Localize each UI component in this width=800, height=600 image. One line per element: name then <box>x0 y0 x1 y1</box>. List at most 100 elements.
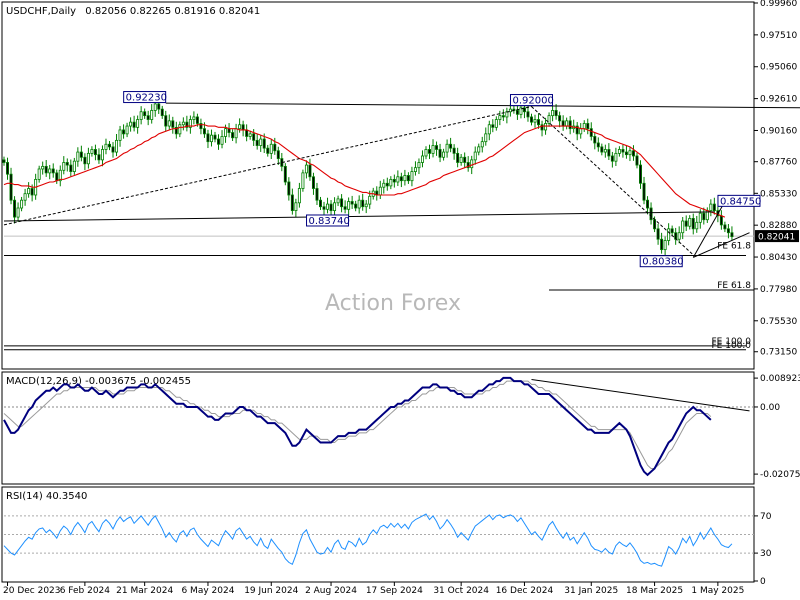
candle-body <box>311 176 315 189</box>
price-tick-label: 0.95060 <box>760 63 797 73</box>
candle-body <box>691 218 695 230</box>
time-tick-label: 31 Jan 2025 <box>564 586 618 596</box>
candle-body <box>445 143 449 153</box>
candle-body <box>20 199 24 209</box>
candle-body <box>684 220 688 227</box>
rsi-tick-label: 0 <box>760 577 766 587</box>
candle-body <box>392 178 396 183</box>
candle-body <box>248 133 252 137</box>
candle-body <box>241 124 245 131</box>
candle-body <box>153 103 157 111</box>
candle-body <box>171 120 175 128</box>
candle-body <box>649 207 653 221</box>
candle-body <box>93 149 97 156</box>
candle-body <box>631 150 635 157</box>
candle-body <box>382 182 386 188</box>
fib-label: FE 61.8 <box>717 241 751 251</box>
candle-body <box>428 149 431 154</box>
symbol-header: USDCHF,Daily <box>6 6 76 17</box>
candle-body <box>364 203 368 208</box>
candle-body <box>730 232 734 238</box>
candle-body <box>287 181 291 196</box>
candle-body <box>435 145 439 150</box>
price-label-box <box>123 91 167 104</box>
macd-main-line <box>3 376 712 477</box>
candle-body <box>72 160 76 172</box>
candle-body <box>185 121 189 128</box>
candle-body <box>9 173 13 201</box>
candle-body <box>515 110 519 115</box>
candle-body <box>449 143 453 149</box>
candle-body <box>290 194 294 212</box>
candle-body <box>294 202 298 212</box>
candle-body <box>442 151 446 158</box>
candle-body <box>617 149 621 154</box>
candle-body <box>301 172 305 189</box>
candle-body <box>167 120 171 127</box>
rsi-layer <box>3 513 733 567</box>
candle-body <box>709 203 713 212</box>
time-tick-label: 18 Mar 2025 <box>626 586 683 596</box>
candle-body <box>111 146 115 153</box>
time-tick-label: 16 Dec 2024 <box>496 586 554 596</box>
rsi-header: RSI(14) 40.3540 <box>6 491 87 502</box>
candle-body <box>27 188 31 195</box>
candle-body <box>213 134 217 140</box>
candle-body <box>308 164 312 178</box>
candle-body <box>283 165 287 183</box>
candle-body <box>579 128 583 135</box>
macd-tick-label: -0.020750 <box>760 470 800 480</box>
time-x-axis: 20 Dec 2023 6 Feb 2024 21 Mar 2024 6 May 20… <box>3 582 744 596</box>
candle-body <box>115 139 119 153</box>
price-tick-label: 0.77980 <box>760 285 797 295</box>
time-tick-label: 21 Mar 2024 <box>116 586 173 596</box>
candle-body <box>146 115 150 120</box>
candle-body <box>13 199 17 218</box>
candle-body <box>164 115 168 127</box>
candle-body <box>188 119 192 128</box>
price-label-text: 0.92230 <box>126 93 167 104</box>
candle-body <box>100 149 104 161</box>
macd-tick-label: 0.008923 <box>760 374 800 384</box>
candle-body <box>259 138 263 146</box>
candle-body <box>403 175 407 182</box>
candle-body <box>463 156 467 163</box>
price-panel-frame <box>1 1 755 370</box>
fib-label: FE 61.8 <box>717 281 751 291</box>
candle-body <box>319 199 322 208</box>
candle-body <box>656 228 660 240</box>
rsi-tick-label: 70 <box>760 512 772 522</box>
candle-body <box>30 188 34 196</box>
candle-body <box>677 232 681 240</box>
candle-body <box>125 125 129 135</box>
candle-body <box>540 124 544 131</box>
candle-body <box>698 212 702 223</box>
candle-body <box>589 128 593 137</box>
candle-body <box>438 149 442 158</box>
candle-body <box>635 155 639 166</box>
macd-y-axis: 0.008923 0.00 -0.020750 <box>4 374 800 480</box>
candle-body <box>329 203 333 212</box>
fib-label: FE 100.0 <box>712 337 752 347</box>
candle-body <box>69 164 73 172</box>
candle-body <box>607 149 611 157</box>
candle-body <box>90 149 94 154</box>
price-y-axis: 0.99960 0.97510 0.95060 0.92610 0.90160 0.877… <box>4 0 799 358</box>
time-tick-label: 6 May 2024 <box>181 586 234 596</box>
candle-body <box>719 215 723 226</box>
price-tick-label: 0.73150 <box>760 348 797 358</box>
candle-body <box>97 154 101 161</box>
price-label-text: 0.92000 <box>512 96 553 107</box>
candle-body <box>385 182 389 187</box>
candle-body <box>48 168 52 174</box>
candle-body <box>83 156 87 165</box>
rsi-y-axis: 70 30 0 <box>4 512 772 587</box>
candle-body <box>136 119 140 128</box>
candle-body <box>378 186 382 196</box>
candle-body <box>58 169 62 182</box>
candle-body <box>688 218 692 227</box>
candle-body <box>667 228 671 241</box>
candle-body <box>206 133 210 143</box>
candle-body <box>129 121 133 127</box>
rsi-line <box>3 513 733 567</box>
